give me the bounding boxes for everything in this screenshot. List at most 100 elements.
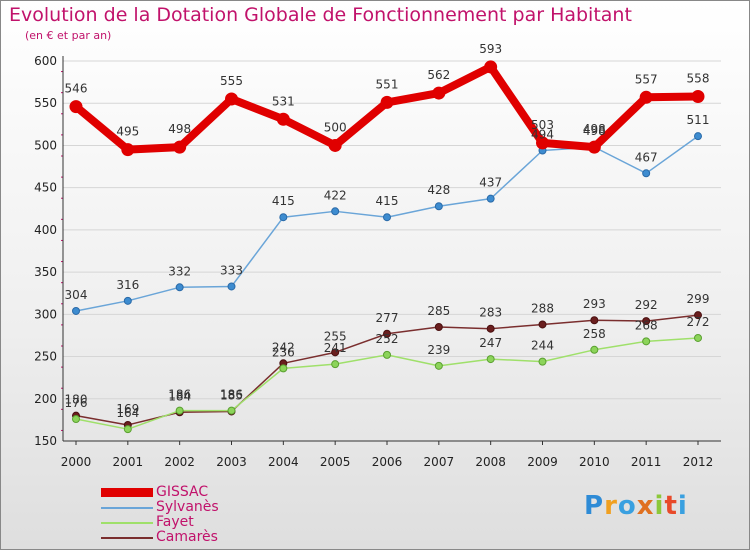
point-gissac-2006: [380, 95, 394, 109]
point-gissac-2000: [69, 100, 83, 114]
point-camares-2011: [642, 317, 651, 326]
data-label-fayet-2007: 239: [427, 343, 450, 357]
data-label-camares-2005: 255: [324, 329, 347, 343]
series-group: [69, 60, 705, 434]
point-camares-2008: [486, 324, 495, 333]
x-tick-label: 2006: [372, 455, 403, 469]
axes: 150 200 250 300 350 400 450 500 550 600 2000 2001 20…: [34, 54, 721, 469]
x-tick-label: 2012: [683, 455, 714, 469]
point-fayet-2005: [331, 360, 340, 369]
data-label-sylvanes-2001: 316: [116, 278, 139, 292]
data-label-gissac-2003: 555: [220, 74, 243, 88]
y-tick-label: 350: [34, 265, 57, 279]
x-tick-label: 2007: [424, 455, 455, 469]
point-camares-2007: [434, 323, 443, 331]
legend-swatch-camares: [101, 537, 153, 539]
data-label-fayet-2010: 258: [583, 327, 606, 341]
data-label-sylvanes-2008: 437: [479, 176, 502, 190]
legend-label-sylvanes: Sylvanès: [156, 499, 219, 515]
point-gissac-2002: [173, 140, 187, 154]
point-gissac-2003: [225, 92, 238, 106]
point-sylvanes-2012: [694, 132, 702, 141]
legend-label-camares: Camarès: [156, 529, 218, 545]
data-label-fayet-2011: 268: [635, 318, 658, 332]
point-camares-2009: [538, 320, 547, 329]
chart-subtitle: (en € et par an): [25, 29, 112, 42]
x-tick-label: 2010: [579, 455, 610, 469]
data-label-gissac-2011: 557: [635, 72, 658, 86]
data-label-sylvanes-2005: 422: [324, 188, 347, 202]
data-label-fayet-2008: 247: [479, 336, 502, 350]
data-label-gissac-2007: 562: [427, 68, 450, 82]
point-sylvanes-2002: [175, 283, 184, 292]
data-label-camares-2001: 169: [116, 402, 139, 416]
point-fayet-2001: [123, 425, 132, 434]
data-label-camares-2008: 283: [479, 306, 502, 320]
x-tick-label: 2009: [527, 455, 558, 469]
chart-title: Evolution de la Dotation Globale de Fonc…: [9, 4, 632, 26]
point-sylvanes-2005: [331, 207, 340, 216]
y-tick-label: 600: [34, 54, 57, 68]
data-label-camares-2009: 288: [531, 301, 554, 315]
y-tick-label: 250: [34, 350, 57, 364]
data-label-sylvanes-2012: 511: [687, 113, 710, 127]
y-tick-label: 300: [34, 307, 57, 321]
point-gissac-2008: [484, 60, 498, 74]
point-camares-2005: [331, 348, 340, 357]
data-label-gissac-2001: 495: [116, 125, 139, 139]
point-fayet-2000: [72, 415, 80, 424]
point-sylvanes-2003: [227, 282, 236, 291]
data-label-camares-2007: 285: [427, 304, 450, 318]
data-label-gissac-2005: 500: [324, 120, 347, 134]
y-tick-label: 500: [34, 138, 57, 152]
point-sylvanes-2007: [434, 202, 443, 211]
data-label-sylvanes-2010: 498: [583, 124, 606, 138]
point-sylvanes-2000: [72, 306, 80, 315]
data-label-fayet-2000: 176: [65, 396, 88, 410]
y-tick-label: 150: [34, 434, 57, 448]
point-gissac-2012: [691, 89, 705, 103]
legend-label-fayet: Fayet: [156, 514, 194, 530]
y-tick-label: 550: [34, 96, 57, 110]
point-fayet-2009: [538, 357, 547, 366]
data-label-fayet-2005: 241: [324, 341, 347, 355]
point-gissac-2011: [639, 90, 653, 104]
data-label-sylvanes-2009: 494: [531, 128, 554, 142]
point-gissac-2001: [121, 143, 135, 157]
point-sylvanes-2001: [123, 296, 132, 305]
x-tick-label: 2004: [268, 455, 299, 469]
point-camares-2010: [590, 316, 599, 325]
point-fayet-2006: [383, 350, 391, 359]
point-gissac-2005: [328, 138, 342, 152]
data-label-camares-2012: 299: [687, 292, 710, 306]
data-label-gissac-2004: 531: [272, 94, 295, 108]
legend-swatch-sylvanes: [101, 507, 153, 509]
data-label-fayet-2006: 252: [376, 332, 399, 346]
data-label-gissac-2012: 558: [687, 71, 710, 85]
point-fayet-2003: [227, 406, 236, 415]
point-sylvanes-2011: [642, 169, 651, 178]
point-fayet-2008: [486, 355, 495, 364]
data-label-gissac-2009: 503: [531, 118, 554, 132]
x-tick-label: 2005: [320, 455, 351, 469]
x-tick-label: 2001: [113, 455, 144, 469]
data-label-fayet-2004: 236: [272, 345, 295, 359]
point-sylvanes-2006: [383, 213, 391, 222]
y-tick-label: 400: [34, 223, 57, 237]
data-label-camares-2000: 180: [65, 393, 88, 407]
data-label-camares-2003: 185: [220, 388, 243, 402]
data-label-gissac-2010: 498: [583, 122, 606, 136]
x-tick-label: 2003: [216, 455, 247, 469]
proxiti-logo: Proxiti: [584, 491, 688, 521]
point-fayet-2007: [434, 361, 443, 370]
data-label-camares-2006: 277: [376, 311, 399, 325]
data-label-gissac-2006: 551: [376, 77, 399, 91]
legend-swatch-gissac: [101, 488, 153, 497]
point-sylvanes-2008: [486, 194, 495, 203]
x-tick-label: 2008: [475, 455, 506, 469]
point-gissac-2009: [536, 136, 549, 150]
data-label-fayet-2001: 164: [116, 406, 139, 420]
point-sylvanes-2004: [279, 213, 288, 222]
point-gissac-2010: [587, 140, 601, 154]
